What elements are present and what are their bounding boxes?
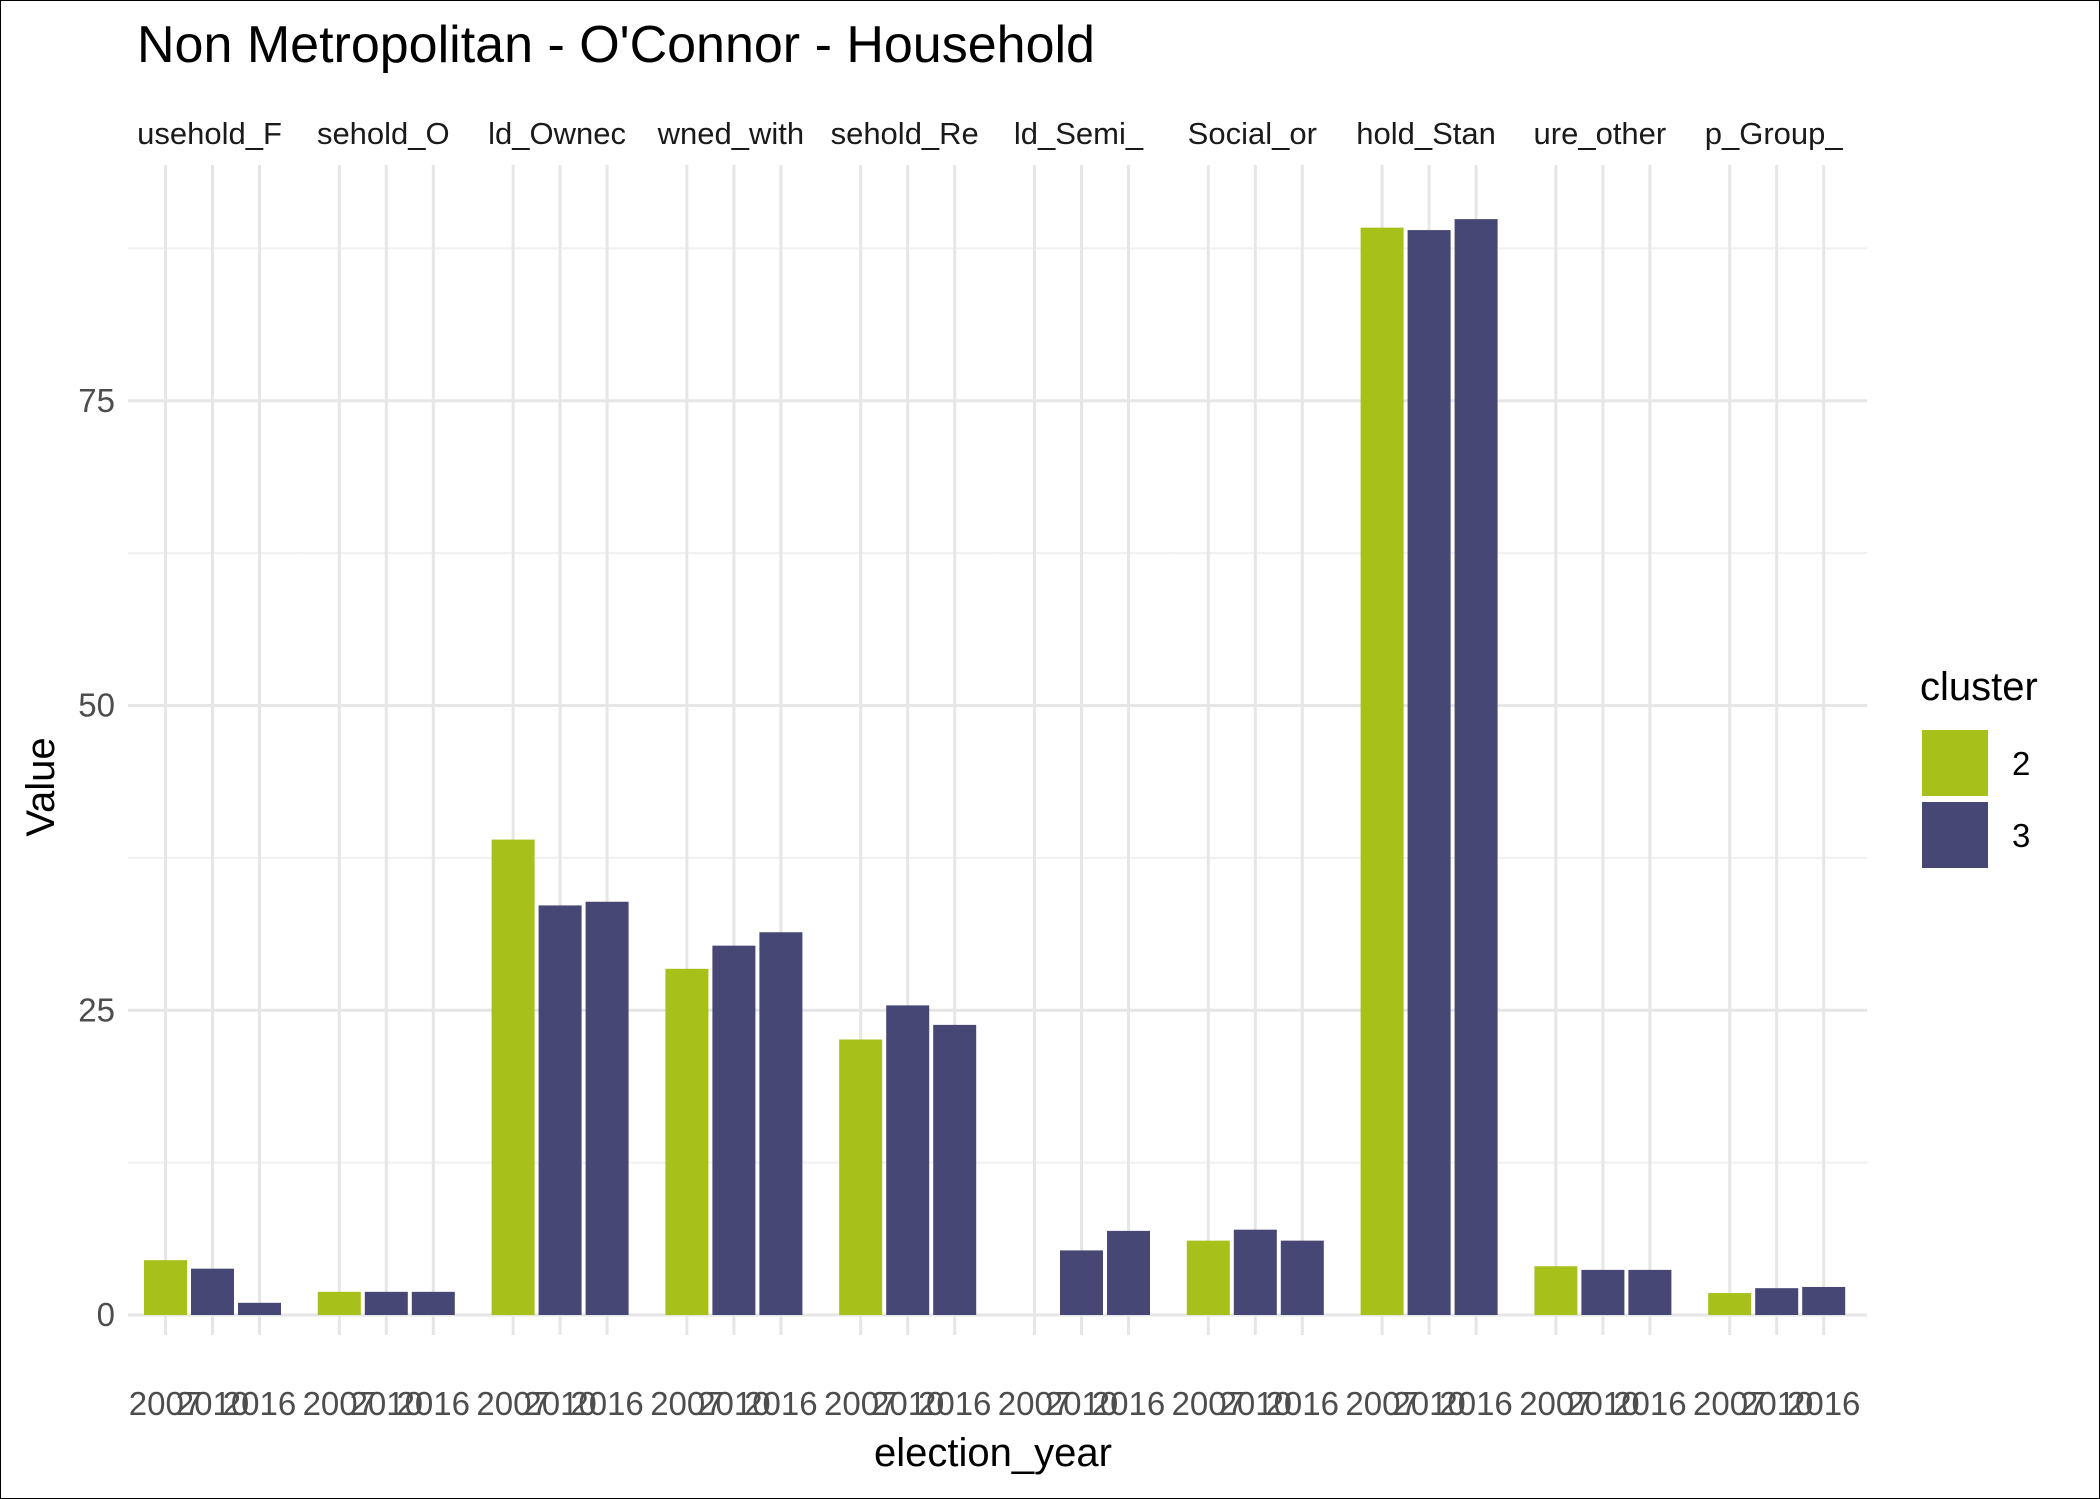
x-tick-label: 2010: [176, 1385, 249, 1422]
x-tick-label: 2010: [1219, 1385, 1292, 1422]
bar: [317, 1291, 361, 1315]
panel-grid: [1170, 165, 1346, 1335]
x-tick-label: 2007: [1693, 1385, 1766, 1422]
x-tick-label: 2007: [1519, 1385, 1592, 1422]
bar: [1755, 1288, 1799, 1315]
panel-grid: [1518, 165, 1694, 1335]
bar: [538, 905, 582, 1315]
legend-label: 2: [2012, 745, 2030, 782]
facet-strip-label: sehold_O: [317, 116, 450, 151]
x-tick-label: 2007: [824, 1385, 897, 1422]
bar: [1107, 1230, 1150, 1315]
facet-strip-label: p_Group_: [1705, 116, 1844, 151]
x-tick-label: 2007: [998, 1385, 1071, 1422]
x-tick-label: 2016: [918, 1385, 991, 1422]
bar: [491, 839, 535, 1315]
bar: [238, 1302, 281, 1315]
panel-grid: [301, 165, 477, 1335]
y-axis-ticks: 0 25 50 75: [78, 382, 115, 1333]
facet-strip-label: wned_with: [657, 116, 804, 151]
legend-swatch: [1922, 802, 1988, 868]
bar: [1060, 1250, 1103, 1315]
facet-strip-label: ld_Semi_: [1014, 116, 1144, 151]
bar: [585, 901, 629, 1315]
bar: [1280, 1240, 1324, 1315]
facet-strips: usehold_F sehold_O ld_Ownec wned_with sehold…: [137, 116, 1844, 151]
x-tick-label: 2010: [1740, 1385, 1813, 1422]
bar: [1534, 1266, 1578, 1315]
x-tick-label: 2010: [1045, 1385, 1118, 1422]
x-tick-label: 2007: [650, 1385, 723, 1422]
bar: [1233, 1229, 1277, 1315]
legend-swatch: [1922, 730, 1988, 796]
chart-title: Non Metropolitan - O'Connor - Household: [137, 16, 1095, 74]
facet-strip-label: hold_Stan: [1356, 116, 1496, 151]
legend: cluster 2 3: [1920, 665, 2038, 868]
bar: [712, 945, 756, 1315]
panel-grid: [1692, 165, 1868, 1335]
facet-strip-label: ure_other: [1534, 116, 1667, 151]
bar: [1407, 230, 1451, 1316]
bar: [1186, 1240, 1230, 1315]
panel-grid: [128, 165, 303, 1335]
bar: [1454, 219, 1498, 1315]
bar: [1581, 1269, 1625, 1315]
bar: [665, 968, 709, 1315]
x-tick-label: 2010: [697, 1385, 770, 1422]
bar: [1360, 227, 1404, 1316]
facet-strip-label: usehold_F: [137, 116, 282, 151]
bar: [191, 1268, 234, 1315]
y-tick-label: 75: [78, 382, 115, 419]
x-tick-label: 2016: [1613, 1385, 1686, 1422]
bars: [144, 219, 1846, 1316]
facet-strip-label: Social_or: [1188, 116, 1317, 151]
x-tick-label: 2016: [1266, 1385, 1339, 1422]
y-axis-title: Value: [19, 737, 63, 836]
x-tick-label: 2016: [1787, 1385, 1860, 1422]
x-tick-label: 2016: [1092, 1385, 1165, 1422]
x-tick-label: 2016: [570, 1385, 643, 1422]
x-tick-label: 2007: [1345, 1385, 1418, 1422]
facet-strip-label: sehold_Re: [831, 116, 979, 151]
x-tick-label: 2010: [871, 1385, 944, 1422]
x-tick-label: 2016: [223, 1385, 296, 1422]
x-tick-label: 2007: [303, 1385, 376, 1422]
bar: [839, 1039, 883, 1315]
bar: [886, 1005, 930, 1315]
facet-strip-label: ld_Ownec: [488, 116, 626, 151]
y-tick-label: 25: [78, 991, 115, 1028]
x-tick-label: 2007: [1172, 1385, 1245, 1422]
x-tick-label: 2016: [1439, 1385, 1512, 1422]
bar: [1802, 1286, 1846, 1315]
bar: [364, 1291, 408, 1315]
legend-label: 3: [2012, 817, 2030, 854]
x-tick-label: 2016: [397, 1385, 470, 1422]
bar: [933, 1024, 977, 1315]
grid: [128, 165, 1868, 1335]
y-tick-label: 0: [97, 1296, 115, 1333]
legend-title: cluster: [1920, 665, 2038, 709]
panel-grid: [997, 165, 1172, 1335]
bar: [411, 1291, 455, 1315]
x-tick-label: 2007: [476, 1385, 549, 1422]
x-tick-label: 2007: [129, 1385, 202, 1422]
x-tick-label: 2010: [523, 1385, 596, 1422]
x-tick-label: 2010: [1566, 1385, 1639, 1422]
x-tick-label: 2010: [350, 1385, 423, 1422]
bar: [759, 932, 803, 1315]
x-axis-title: election_year: [874, 1431, 1112, 1475]
bar: [1708, 1293, 1752, 1315]
x-tick-label: 2010: [1392, 1385, 1465, 1422]
x-tick-label: 2016: [744, 1385, 817, 1422]
y-tick-label: 50: [78, 687, 115, 724]
bar: [144, 1260, 187, 1315]
bar: [1628, 1269, 1672, 1315]
